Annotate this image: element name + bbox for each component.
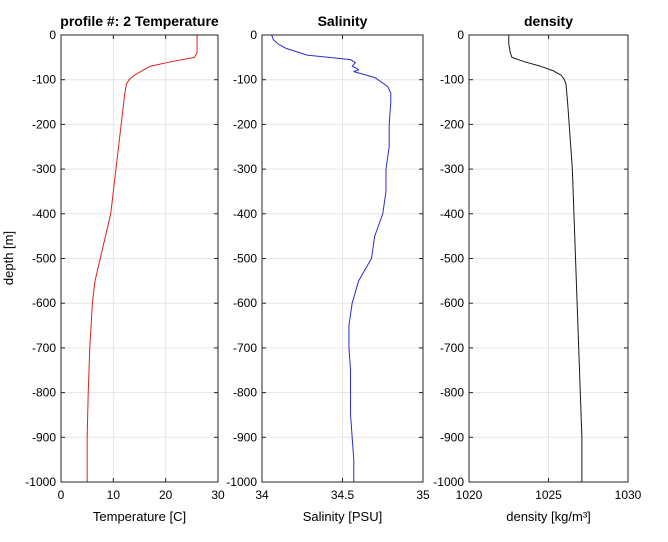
salinity-y-tick-label: 0	[250, 28, 257, 42]
temperature-panel: 0 10 20 30 0 -100 -200 -300 -400 -500 -600 -700 -800…	[25, 13, 225, 524]
salinity-series-line	[271, 34, 392, 482]
temperature-y-tick-label: -400	[32, 207, 56, 221]
temperature-y-tick-label: 0	[49, 28, 56, 42]
density-y-tick-label: -1000	[433, 475, 464, 489]
density-x-tick-label: 1025	[535, 488, 562, 502]
temperature-y-tick-label: -700	[32, 341, 56, 355]
density-y-tick-label: -700	[440, 341, 464, 355]
salinity-y-tick-label: -600	[233, 296, 257, 310]
figure-y-axis-label: depth [m]	[1, 231, 16, 285]
salinity-x-axis-label: Salinity [PSU]	[303, 509, 382, 524]
salinity-x-tick-label: 35	[416, 488, 430, 502]
salinity-x-tick-label: 34.5	[331, 488, 355, 502]
density-y-tick-label: -800	[440, 386, 464, 400]
temperature-x-tick-label: 30	[211, 488, 225, 502]
temperature-y-tick-label: -900	[32, 430, 56, 444]
density-panel: 1020 1025 1030 0 -100 -200 -300 -400 -500 -600 -70…	[433, 13, 641, 524]
density-y-tick-label: -100	[440, 73, 464, 87]
temperature-y-tick-label: -500	[32, 252, 56, 266]
salinity-y-tick-label: -700	[233, 341, 257, 355]
density-y-tick-label: 0	[457, 28, 464, 42]
density-y-tick-label: -900	[440, 430, 464, 444]
temperature-y-tick-label: -100	[32, 73, 56, 87]
temperature-x-tick-label: 0	[58, 488, 65, 502]
salinity-y-tick-label: -200	[233, 117, 257, 131]
panels: 0 10 20 300-100-200-300-400-500-600-700-800…	[25, 13, 641, 524]
density-title: density	[524, 13, 573, 29]
salinity-y-tick-label: -300	[233, 162, 257, 176]
density-y-tick-label: -300	[440, 162, 464, 176]
density-y-tick-label: -500	[440, 252, 464, 266]
salinity-y-tick-label: -800	[233, 386, 257, 400]
temperature-y-tick-label: -600	[32, 296, 56, 310]
density-series-line	[508, 35, 583, 482]
density-x-axis-label: density [kg/m³]	[506, 509, 591, 524]
temperature-y-tick-label: -300	[32, 162, 56, 176]
density-x-tick-label: 1030	[615, 488, 642, 502]
temperature-y-tick-label: -800	[32, 386, 56, 400]
salinity-y-tick-label: -400	[233, 207, 257, 221]
temperature-x-tick-label: 20	[159, 488, 173, 502]
temperature-series-line	[86, 35, 198, 482]
salinity-title: Salinity	[318, 13, 368, 29]
salinity-y-tick-label: -900	[233, 430, 257, 444]
density-y-tick-label: -600	[440, 296, 464, 310]
salinity-y-tick-label: -1000	[226, 475, 257, 489]
temperature-title: profile #: 2 Temperature	[60, 13, 219, 29]
salinity-y-tick-label: -500	[233, 252, 257, 266]
density-y-tick-label: -400	[440, 207, 464, 221]
salinity-x-tick-label: 34	[255, 488, 269, 502]
temperature-x-axis-label: Temperature [C]	[93, 509, 186, 524]
temperature-x-tick-label: 10	[107, 488, 121, 502]
temperature-y-tick-label: -1000	[25, 475, 56, 489]
density-y-tick-label: -200	[440, 117, 464, 131]
salinity-y-tick-label: -100	[233, 73, 257, 87]
density-x-tick-label: 1020	[456, 488, 483, 502]
salinity-panel: 34 34.5 35 0 -100 -200 -300 -400 -500 -600 -700 -80…	[226, 13, 430, 524]
temperature-y-tick-label: -200	[32, 117, 56, 131]
